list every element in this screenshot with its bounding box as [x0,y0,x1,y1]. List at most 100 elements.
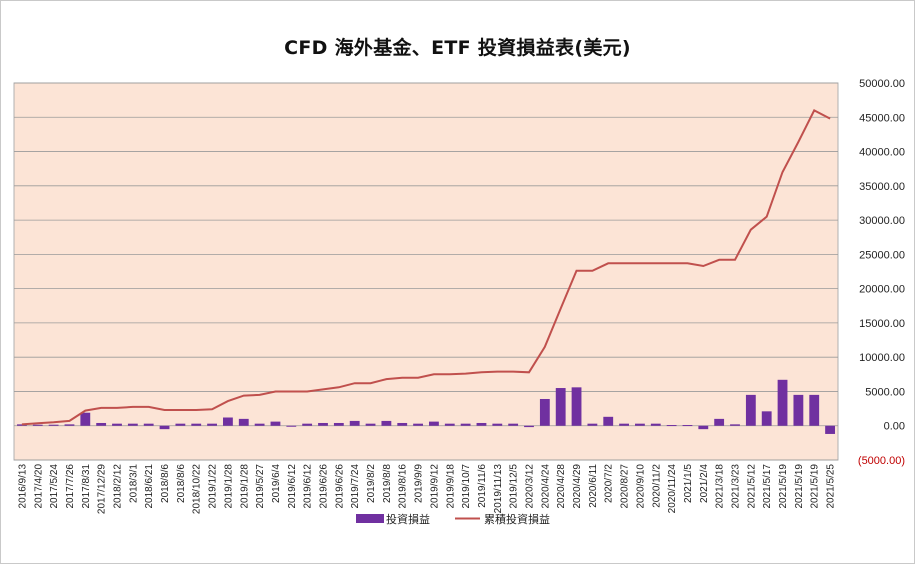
bar [429,421,439,426]
x-tick-label: 2018/10/22 [192,464,203,514]
y-tick-label: 40000.00 [859,147,905,159]
x-tick-label: 2020/4/29 [572,464,583,509]
plot-area [13,82,839,461]
x-tick-label: 2017/8/31 [81,464,92,509]
x-tick-label: 2020/8/27 [620,464,631,509]
bar [524,425,534,428]
y-tick-label: 25000.00 [859,249,905,261]
x-tick-label: 2018/8/6 [176,464,187,503]
bar [745,394,756,426]
bar [508,423,519,426]
y-tick-label: (5000.00) [858,455,905,467]
x-tick-label: 2019/6/26 [334,464,345,509]
x-tick-label: 2018/6/21 [144,464,155,509]
bar [286,425,297,427]
y-tick-label: 50000.00 [859,78,905,90]
legend-label-line: 累積投資損益 [484,512,550,526]
bar [80,412,91,426]
x-tick-label: 2020/11/24 [667,464,678,514]
bar [460,423,471,426]
x-tick-label: 2017/4/20 [33,464,44,509]
legend: 投資損益 累積投資損益 [356,512,550,526]
bar [143,423,154,426]
x-tick-label: 2018/2/12 [113,464,124,509]
bar [191,423,202,426]
bar [64,424,75,426]
bar [825,425,835,434]
x-tick-label: 2019/12/5 [509,464,520,509]
bar [127,423,138,426]
x-tick-label: 2021/1/5 [683,464,694,503]
x-tick-label: 2019/9/12 [429,464,440,509]
bar-series [17,379,835,434]
x-tick-label: 2016/9/13 [17,464,28,509]
x-tick-label: 2021/5/19 [794,464,805,509]
bar [413,423,423,426]
x-tick-label: 2020/7/2 [604,464,615,503]
x-tick-label: 2020/4/28 [556,464,567,509]
x-tick-label: 2019/8/2 [366,464,377,503]
bar [793,394,804,426]
x-tick-label: 2021/5/19 [778,464,789,509]
y-tick-label: 20000.00 [859,284,905,296]
bar [698,425,709,430]
bar [682,425,693,427]
bar [619,423,629,426]
chart-title: CFD 海外基金、ETF 投資損益表(美元) [284,37,631,59]
bar [587,423,598,426]
bar [333,422,344,426]
x-tick-label: 2017/7/26 [65,464,76,509]
y-tick-label: 45000.00 [859,112,905,124]
bar [175,423,186,426]
y-tick-label: 35000.00 [859,181,905,193]
x-tick-label: 2019/6/12 [287,464,298,509]
x-tick-label: 2018/8/6 [160,464,171,503]
x-tick-label: 2019/10/7 [461,464,472,509]
bar [730,424,740,426]
x-tick-label: 2021/5/25 [826,464,837,509]
bar [571,387,582,426]
bar [254,423,265,426]
x-tick-label: 2021/2/4 [699,464,710,503]
x-tick-label: 2019/1/22 [208,464,219,509]
x-tick-label: 2019/6/4 [271,464,282,503]
bar [397,422,408,426]
x-tick-label: 2019/5/27 [255,464,266,509]
bar [666,425,677,427]
x-tick-label: 2019/9/18 [445,464,456,509]
bar [714,418,725,426]
x-tick-label: 2020/9/10 [635,464,646,509]
legend-swatch-bar [356,514,384,523]
x-tick-label: 2021/3/23 [731,464,742,509]
bar [159,425,170,430]
bar [809,394,820,426]
bar [539,398,550,426]
y-tick-label: 5000.00 [865,386,905,398]
x-tick-label: 2020/3/12 [525,464,536,509]
bar [223,417,233,426]
x-tick-label: 2020/6/11 [588,464,599,508]
bar [761,411,772,426]
bar [17,424,27,426]
x-tick-label: 2017/5/24 [49,464,60,509]
bar [635,423,645,426]
x-tick-label: 2021/5/17 [762,464,773,509]
y-tick-label: 0.00 [884,421,905,433]
gridlines [14,82,838,461]
x-tick-label: 2019/6/26 [319,464,330,509]
x-axis-ticks: 2016/9/13 2017/4/20 2017/5/24 2017/7/26 2017… [17,464,836,514]
bar [777,379,788,426]
bar [270,421,281,426]
x-tick-label: 2019/1/28 [239,464,250,509]
bar [650,423,661,426]
bar [555,388,566,426]
bar [476,422,487,426]
bar [444,423,455,426]
bar [238,418,249,426]
x-tick-label: 2019/8/16 [398,464,409,509]
x-tick-label: 2021/5/19 [810,464,821,509]
bar [492,423,503,426]
x-tick-label: 2017/12/29 [97,464,108,514]
bar [207,423,217,426]
x-tick-label: 2019/9/9 [414,464,425,503]
